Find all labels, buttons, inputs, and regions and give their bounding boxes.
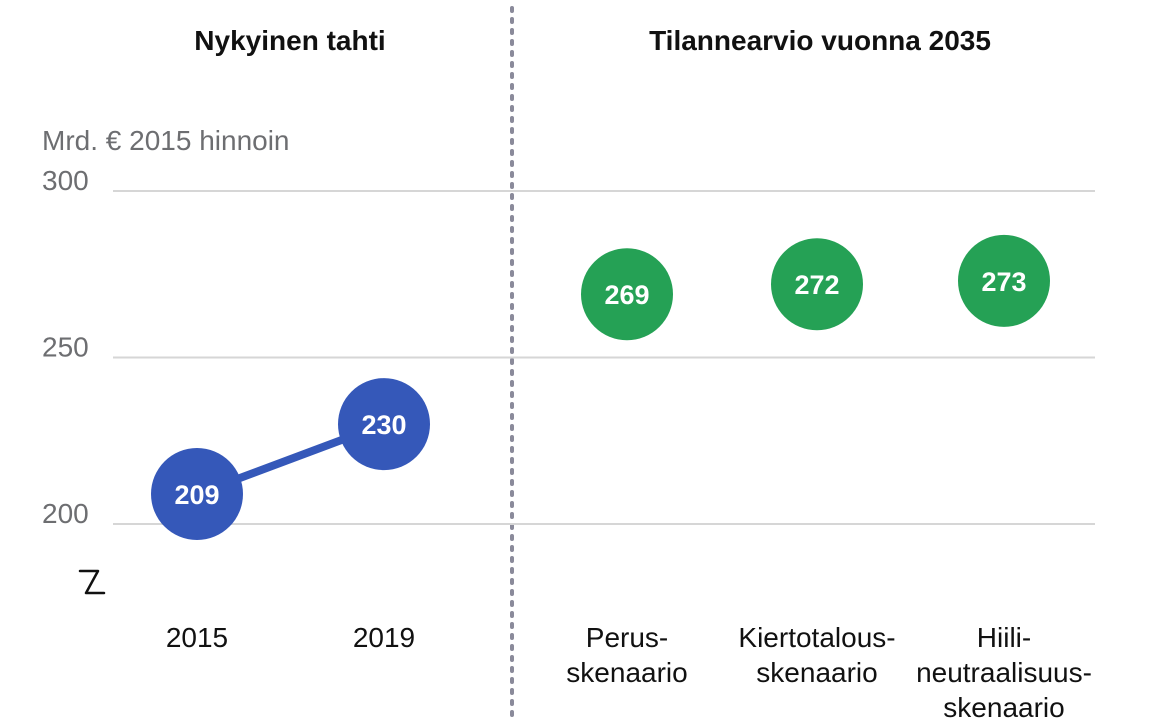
category-label-0-0-0: 2015: [166, 622, 228, 653]
y-axis-unit-label: Mrd. € 2015 hinnoin: [42, 125, 290, 156]
data-label-1-1: 272: [794, 270, 839, 300]
y-tick-250: 250: [42, 332, 89, 363]
grid-lines: [113, 190, 1095, 525]
data-point-1-1: [771, 238, 863, 331]
data-label-1-2: 273: [981, 267, 1026, 297]
data-points: 209 230 269 272 273: [151, 234, 1050, 541]
category-label-0-1-0: 2019: [353, 622, 415, 653]
data-label-0-0: 209: [174, 480, 219, 510]
category-label-1-1-0: Kiertotalous-: [738, 622, 895, 653]
data-point-1-2: [958, 234, 1050, 327]
data-label-1-0: 269: [604, 280, 649, 310]
panel-title-current: Nykyinen tahti: [194, 25, 385, 56]
data-point-0-1: [338, 378, 430, 471]
panel-title-scenarios: Tilannearvio vuonna 2035: [649, 25, 991, 56]
y-tick-300: 300: [42, 165, 89, 196]
data-point-0-0: [151, 448, 243, 541]
category-labels: 2015 2019 Perus-skenaario Kiertotalous-sken…: [166, 622, 1092, 721]
y-tick-200: 200: [42, 498, 89, 529]
category-label-1-2-0: Hiili-: [977, 622, 1031, 653]
category-label-1-2-1: neutraalisuus-: [916, 657, 1092, 688]
y-tick-labels: 200 250 300: [42, 165, 89, 529]
category-label-1-0-1: skenaario: [566, 657, 687, 688]
axis-break-icon: [78, 569, 106, 595]
category-label-1-2-2: skenaario: [943, 692, 1064, 721]
data-point-1-0: [581, 248, 673, 341]
category-label-1-0-0: Perus-: [586, 622, 668, 653]
category-label-1-1-1: skenaario: [756, 657, 877, 688]
data-label-0-1: 230: [361, 410, 406, 440]
